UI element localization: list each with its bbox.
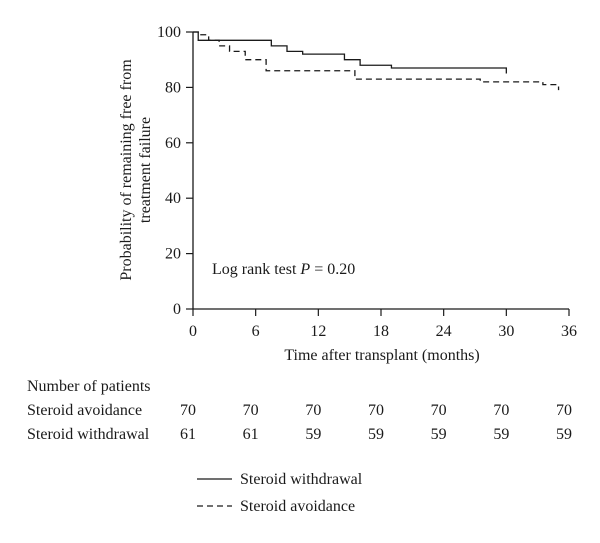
y-axis-label: Probability of remaining free from treatm… bbox=[118, 59, 154, 281]
x-tick-label: 18 bbox=[373, 323, 389, 340]
risk-count: 59 bbox=[305, 426, 321, 443]
x-tick-label: 0 bbox=[189, 323, 197, 340]
risk-count: 59 bbox=[556, 426, 572, 443]
y-tick-label: 100 bbox=[157, 24, 181, 41]
y-axis-label-line: treatment failure bbox=[137, 117, 154, 223]
y-tick-label: 0 bbox=[173, 301, 181, 318]
risk-count: 70 bbox=[431, 402, 447, 419]
axes: 0 20 40 60 80 100 0 6 12 18 24 30 36 bbox=[157, 24, 577, 340]
log-rank-annotation: Log rank test P = 0.20 bbox=[212, 261, 355, 278]
legend: Steroid withdrawal Steroid avoidance bbox=[197, 471, 363, 515]
annotation-p: P bbox=[299, 261, 310, 278]
legend-label: Steroid withdrawal bbox=[240, 471, 363, 488]
risk-count: 70 bbox=[180, 402, 196, 419]
risk-count: 59 bbox=[493, 426, 509, 443]
x-tick-label: 24 bbox=[436, 323, 452, 340]
y-tick-label: 20 bbox=[165, 246, 181, 263]
legend-label: Steroid avoidance bbox=[240, 498, 355, 515]
series-line-steroid-withdrawal bbox=[193, 31, 507, 74]
series-layer bbox=[193, 31, 560, 91]
annotation-prefix: Log rank test bbox=[212, 261, 300, 278]
risk-count: 70 bbox=[556, 402, 572, 419]
y-ticks: 0 20 40 60 80 100 bbox=[157, 24, 193, 318]
annotation-suffix: = 0.20 bbox=[310, 261, 355, 278]
y-axis-label-line: Probability of remaining free from bbox=[118, 59, 135, 281]
risk-table-title: Number of patients bbox=[27, 378, 151, 395]
risk-count: 59 bbox=[431, 426, 447, 443]
risk-row-label: Steroid withdrawal bbox=[27, 426, 150, 443]
x-ticks: 0 6 12 18 24 30 36 bbox=[189, 309, 577, 340]
x-tick-label: 6 bbox=[252, 323, 260, 340]
y-tick-label: 80 bbox=[165, 79, 181, 96]
risk-count: 70 bbox=[305, 402, 321, 419]
risk-count: 61 bbox=[243, 426, 259, 443]
risk-count: 70 bbox=[243, 402, 259, 419]
risk-count: 70 bbox=[368, 402, 384, 419]
x-tick-label: 36 bbox=[561, 323, 577, 340]
risk-row-label: Steroid avoidance bbox=[27, 402, 142, 419]
x-tick-label: 30 bbox=[498, 323, 514, 340]
risk-count: 70 bbox=[493, 402, 509, 419]
risk-count: 61 bbox=[180, 426, 196, 443]
y-tick-label: 40 bbox=[165, 190, 181, 207]
series-line-steroid-avoidance bbox=[193, 31, 560, 91]
x-axis-label: Time after transplant (months) bbox=[284, 347, 479, 364]
risk-count: 59 bbox=[368, 426, 384, 443]
x-tick-label: 12 bbox=[310, 323, 326, 340]
risk-table: Number of patients Steroid avoidance 70 70… bbox=[27, 378, 572, 443]
y-tick-label: 60 bbox=[165, 135, 181, 152]
